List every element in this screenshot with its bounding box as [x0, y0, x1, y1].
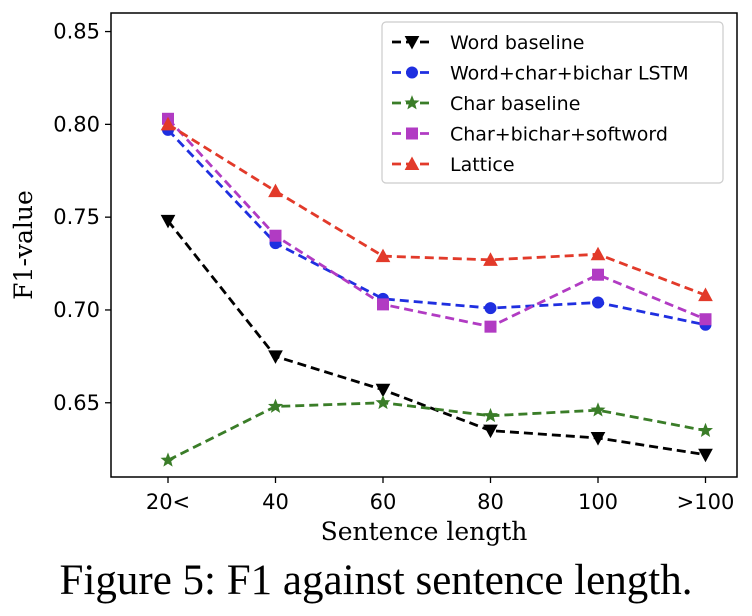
point-char-baseline	[698, 422, 713, 437]
point-lattice	[268, 183, 283, 198]
point-lattice	[483, 252, 498, 266]
point-word-baseline	[590, 432, 606, 446]
legend-label: Char baseline	[450, 93, 580, 115]
point-lattice	[698, 287, 713, 302]
y-axis: 0.65 0.70 0.75 0.80 0.85	[53, 20, 111, 415]
legend-item-char-baseline: Char baseline	[392, 93, 580, 115]
legend-item-lattice: Lattice	[392, 154, 515, 176]
legend-label: Word baseline	[450, 32, 584, 54]
x-axis: 20< 40 60 80 100 >100	[146, 477, 735, 514]
point-char-baseline	[590, 402, 606, 417]
legend-item-word-baseline: Word baseline	[392, 32, 584, 54]
series-line-word-char-bichar-lstm	[166, 128, 706, 327]
y-tick-label: 0.65	[53, 391, 100, 415]
point-char-bichar-softword	[592, 268, 604, 281]
legend: Word baseline Word+char+bichar LSTM Char b…	[381, 21, 724, 184]
line-chart: 0.65 0.70 0.75 0.80 0.85 20< 40 60 80 100 >100 Se…	[9, 12, 738, 546]
figure-caption: Figure 5: F1 against sentence length.	[59, 557, 693, 604]
point-char-baseline	[483, 407, 498, 423]
point-word-baseline	[160, 214, 176, 229]
legend-label: Lattice	[450, 154, 515, 176]
point-lattice	[375, 248, 391, 263]
point-lattice	[160, 116, 176, 131]
y-tick-label: 0.80	[53, 112, 100, 136]
plot-frame	[110, 12, 738, 478]
legend-swatch-marker	[404, 156, 420, 170]
series-layer	[160, 112, 713, 467]
y-axis-label: F1-value	[9, 190, 38, 300]
x-tick-label: 20<	[146, 490, 190, 514]
point-word-baseline	[698, 448, 713, 463]
legend-item-char-bichar-softword: Char+bichar+softword	[392, 124, 668, 146]
y-tick-label: 0.70	[53, 298, 100, 322]
point-char-bichar-softword	[377, 298, 389, 311]
x-tick-label: 60	[370, 490, 397, 514]
point-char-baseline	[268, 398, 283, 413]
series-lattice	[160, 116, 713, 302]
x-tick-label: 40	[262, 490, 289, 514]
series-line-char-bichar-softword	[166, 117, 707, 329]
point-char-bichar-softword	[269, 229, 282, 242]
y-tick-label: 0.85	[53, 20, 100, 44]
legend-box	[381, 21, 724, 184]
point-char-bichar-softword	[699, 313, 712, 326]
y-tick-label: 0.75	[53, 205, 100, 229]
point-char-bichar-softword	[484, 320, 497, 333]
point-lattice	[590, 246, 606, 261]
point-word-baseline	[375, 383, 391, 398]
x-axis-label: Sentence length	[321, 517, 528, 546]
point-word-char-bichar-lstm	[592, 296, 604, 309]
legend-label: Char+bichar+softword	[450, 124, 668, 146]
x-tick-label: 80	[477, 490, 504, 514]
legend-swatch-marker	[406, 127, 418, 140]
point-char-baseline	[375, 394, 391, 410]
series-line-lattice	[167, 123, 706, 297]
point-word-char-bichar-lstm	[484, 302, 497, 315]
point-word-baseline	[483, 424, 498, 439]
legend-swatch-marker	[406, 66, 418, 79]
series-char-baseline	[160, 394, 713, 467]
x-tick-label: 100	[578, 490, 618, 514]
legend-item-word-char-bichar-lstm: Word+char+bichar LSTM	[392, 63, 689, 85]
series-line-char-baseline	[167, 401, 706, 462]
legend-swatch-marker	[404, 95, 420, 110]
point-word-baseline	[268, 350, 283, 364]
series-word-baseline	[160, 214, 713, 463]
x-tick-label: >100	[677, 490, 735, 514]
point-char-baseline	[160, 452, 176, 467]
legend-swatch-marker	[404, 36, 420, 50]
legend-label: Word+char+bichar LSTM	[450, 63, 689, 85]
